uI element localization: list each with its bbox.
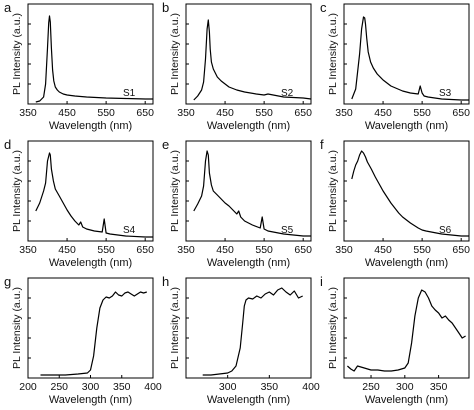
x-tick-label: 650 bbox=[452, 244, 470, 256]
y-axis-label: PL Intensity (a.u.) bbox=[11, 150, 23, 232]
series-line bbox=[351, 150, 469, 237]
x-tick-label: 450 bbox=[216, 244, 234, 256]
series-line bbox=[35, 152, 153, 238]
x-tick-label: 250 bbox=[50, 381, 68, 393]
y-axis-label: PL Intensity (a.u.) bbox=[169, 150, 181, 232]
x-tick-label: 350 bbox=[430, 381, 448, 393]
x-tick-label: 550 bbox=[413, 244, 431, 256]
y-axis-label: PL Intensity (a.u.) bbox=[11, 13, 23, 95]
plot-frame bbox=[27, 3, 154, 105]
plot-frame bbox=[27, 140, 154, 242]
plot-frame bbox=[185, 277, 312, 379]
x-axis-label: Wavelength (nm) bbox=[365, 394, 448, 406]
x-tick-label: 550 bbox=[255, 107, 273, 119]
x-axis-label: Wavelength (nm) bbox=[365, 257, 448, 269]
series-line bbox=[347, 289, 466, 372]
panel-letter: h bbox=[162, 274, 169, 289]
x-tick-label: 350 bbox=[177, 107, 195, 119]
panel-e: 350 450 550 650 ePL Intensity (a.u.) Waveleng… bbox=[162, 137, 312, 269]
panel-letter: g bbox=[4, 274, 11, 289]
x-tick-label: 350 bbox=[177, 244, 195, 256]
y-axis-label: PL Intensity (a.u.) bbox=[327, 287, 339, 369]
panel-letter: b bbox=[162, 0, 169, 15]
plot-frame bbox=[343, 140, 470, 242]
plot-frame bbox=[27, 277, 154, 379]
x-tick-label: 300 bbox=[396, 381, 414, 393]
x-tick-label: 350 bbox=[19, 107, 37, 119]
panel-letter: d bbox=[4, 137, 11, 152]
series-line bbox=[193, 150, 311, 237]
x-tick-label: 450 bbox=[58, 107, 76, 119]
sample-label: S6 bbox=[439, 225, 452, 236]
series-line bbox=[40, 291, 147, 376]
x-tick-label: 200 bbox=[19, 381, 37, 393]
panel-letter: a bbox=[4, 0, 12, 15]
x-tick-label: 650 bbox=[136, 107, 154, 119]
x-tick-label: 650 bbox=[136, 244, 154, 256]
sample-label: S3 bbox=[439, 88, 452, 99]
panel-letter: c bbox=[320, 0, 327, 15]
x-tick-label: 250 bbox=[362, 381, 380, 393]
panel-b: 350 450 550 650 bPL Intensity (a.u.) Waveleng… bbox=[162, 0, 312, 132]
x-tick-label: 350 bbox=[335, 107, 353, 119]
y-axis-label: PL Intensity (a.u.) bbox=[327, 150, 339, 232]
x-tick-label: 400 bbox=[302, 381, 320, 393]
panel-a: 350 450 550 650 aPL Intensity (a.u.) Waveleng… bbox=[4, 0, 154, 132]
x-axis-label: Wavelength (nm) bbox=[207, 394, 290, 406]
x-tick-label: 450 bbox=[374, 244, 392, 256]
sample-label: S1 bbox=[123, 88, 136, 99]
plot-frame bbox=[185, 3, 312, 105]
plot-frame bbox=[343, 3, 470, 105]
plot-frame bbox=[343, 277, 470, 379]
x-tick-label: 550 bbox=[97, 107, 115, 119]
panel-g: 200 250 300 350 400 gPL Intensity (a.u.) Wavel… bbox=[4, 274, 162, 406]
x-tick-label: 350 bbox=[113, 381, 131, 393]
x-tick-label: 550 bbox=[97, 244, 115, 256]
x-tick-label: 650 bbox=[294, 107, 312, 119]
series-line bbox=[202, 287, 303, 376]
sample-label: S4 bbox=[123, 225, 136, 236]
x-tick-label: 450 bbox=[374, 107, 392, 119]
x-tick-label: 650 bbox=[294, 244, 312, 256]
x-tick-label: 550 bbox=[413, 107, 431, 119]
panel-letter: e bbox=[162, 137, 169, 152]
panel-letter: i bbox=[320, 274, 323, 289]
y-axis-label: PL Intensity (a.u.) bbox=[169, 13, 181, 95]
panel-h: 300 350 400 hPL Intensity (a.u.) Wavelength … bbox=[162, 274, 320, 406]
y-axis-label: PL Intensity (a.u.) bbox=[327, 13, 339, 95]
x-axis-label: Wavelength (nm) bbox=[49, 120, 132, 132]
x-axis-label: Wavelength (nm) bbox=[49, 257, 132, 269]
panel-letter: f bbox=[320, 137, 324, 152]
x-axis-label: Wavelength (nm) bbox=[207, 257, 290, 269]
series-line bbox=[35, 15, 153, 103]
x-tick-label: 300 bbox=[219, 381, 237, 393]
panel-i: 250 300 350 i PL Intensity (a.u.) Wavelength … bbox=[320, 274, 470, 406]
sample-label: S5 bbox=[281, 225, 294, 236]
x-tick-label: 550 bbox=[255, 244, 273, 256]
x-tick-label: 350 bbox=[261, 381, 279, 393]
y-axis-label: PL Intensity (a.u.) bbox=[11, 287, 23, 369]
x-tick-label: 350 bbox=[19, 244, 37, 256]
panel-c: 350 450 550 650 cPL Intensity (a.u.) Waveleng… bbox=[320, 0, 470, 132]
plot-frame bbox=[185, 140, 312, 242]
series-line bbox=[351, 16, 469, 101]
x-tick-label: 650 bbox=[452, 107, 470, 119]
sample-label: S2 bbox=[281, 88, 294, 99]
series-line bbox=[193, 19, 312, 101]
x-axis-label: Wavelength (nm) bbox=[49, 394, 132, 406]
panel-f: 350 450 550 650 fPL Intensity (a.u.) Waveleng… bbox=[320, 137, 470, 269]
x-tick-label: 450 bbox=[58, 244, 76, 256]
panel-d: 350 450 550 650 dPL Intensity (a.u.) Waveleng… bbox=[4, 137, 154, 269]
x-tick-label: 300 bbox=[82, 381, 100, 393]
x-tick-label: 350 bbox=[335, 244, 353, 256]
x-axis-label: Wavelength (nm) bbox=[207, 120, 290, 132]
x-tick-label: 450 bbox=[216, 107, 234, 119]
y-axis-label: PL Intensity (a.u.) bbox=[169, 287, 181, 369]
x-axis-label: Wavelength (nm) bbox=[365, 120, 448, 132]
x-tick-label: 400 bbox=[144, 381, 162, 393]
